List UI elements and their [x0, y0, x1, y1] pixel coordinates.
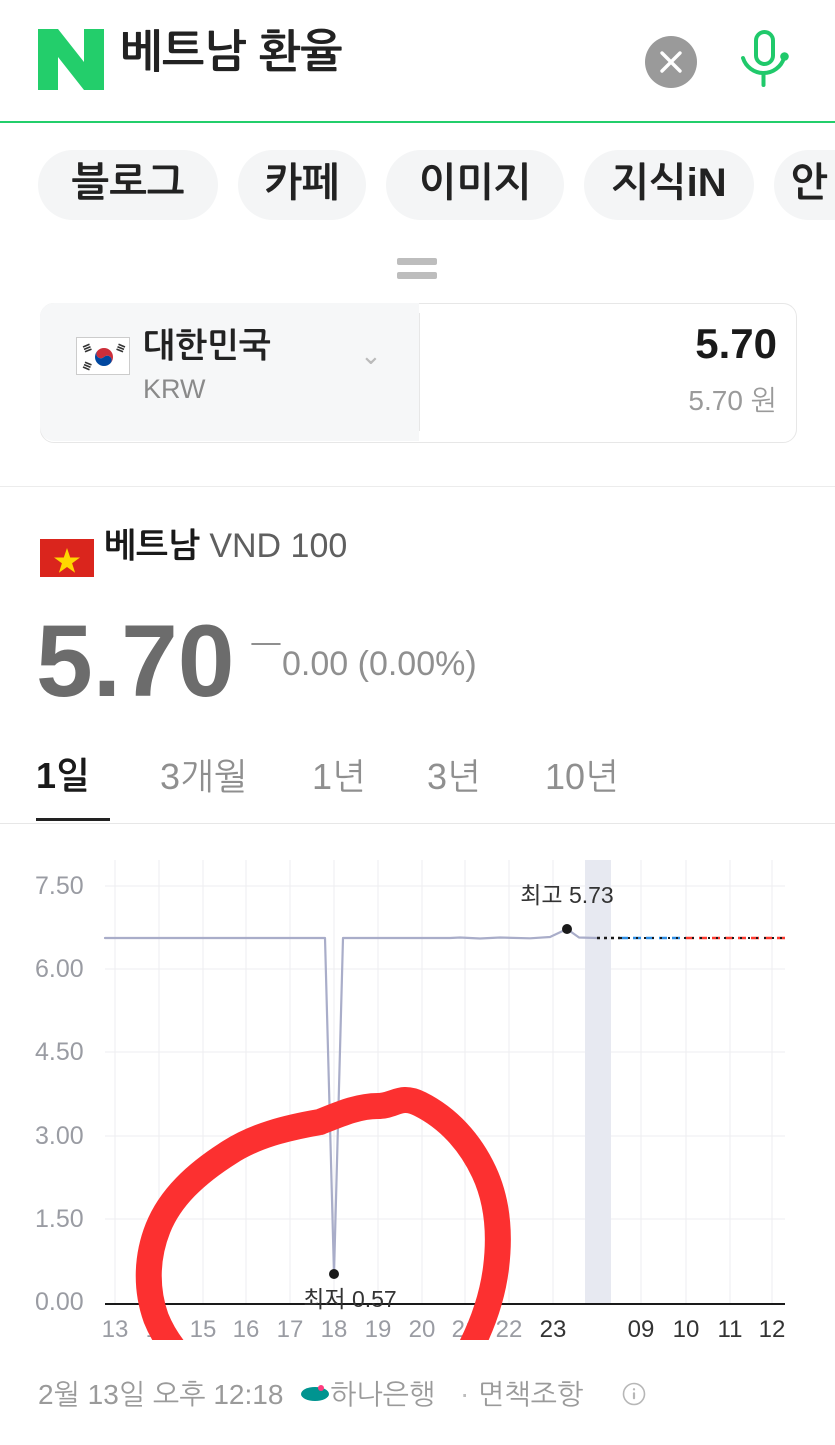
svg-text:0.00: 0.00 [35, 1288, 84, 1316]
svg-text:최고 5.73: 최고 5.73 [520, 882, 613, 908]
svg-text:22: 22 [496, 1316, 523, 1340]
svg-text:09: 09 [628, 1316, 655, 1340]
svg-text:23: 23 [540, 1316, 567, 1340]
svg-text:10: 10 [673, 1316, 700, 1340]
svg-text:4.50: 4.50 [35, 1038, 84, 1066]
svg-text:12: 12 [759, 1316, 786, 1340]
svg-text:1.50: 1.50 [35, 1205, 84, 1233]
svg-text:15: 15 [190, 1316, 217, 1340]
svg-text:13: 13 [102, 1316, 129, 1340]
svg-text:6.00: 6.00 [35, 955, 84, 983]
svg-text:18: 18 [321, 1316, 348, 1340]
svg-text:7.50: 7.50 [35, 872, 84, 900]
svg-text:19: 19 [365, 1316, 392, 1340]
svg-text:17: 17 [277, 1316, 304, 1340]
svg-text:16: 16 [233, 1316, 260, 1340]
svg-text:3.00: 3.00 [35, 1122, 84, 1150]
svg-text:최저 0.57: 최저 0.57 [303, 1286, 396, 1312]
svg-text:20: 20 [409, 1316, 436, 1340]
svg-text:11: 11 [718, 1316, 743, 1340]
